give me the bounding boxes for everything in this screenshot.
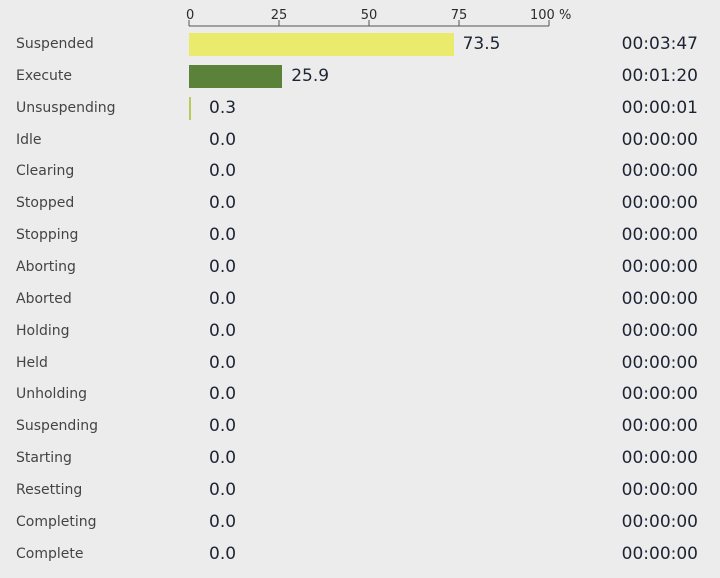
chart-row: Aborting 0.0 00:00:00 — [0, 253, 720, 285]
chart-row: Stopping 0.0 00:00:00 — [0, 221, 720, 253]
chart-row: Aborted 0.0 00:00:00 — [0, 285, 720, 317]
bar-value-label: 0.0 — [209, 161, 237, 182]
x-tick-label: 75 — [451, 8, 468, 23]
bar-value-label: 0.0 — [209, 320, 237, 341]
duration-label: 00:00:00 — [621, 193, 698, 214]
state-label: Unsuspending — [16, 99, 116, 116]
state-label: Execute — [16, 67, 72, 84]
state-label: Starting — [16, 450, 72, 467]
bar-value-label: 0.0 — [209, 129, 237, 150]
state-label: Suspended — [16, 36, 94, 52]
bar-value-label: 0.0 — [209, 416, 237, 437]
bar-value-label: 0.0 — [209, 479, 237, 500]
bar-value-label: 25.9 — [291, 65, 330, 86]
chart-row: Holding 0.0 00:00:00 — [0, 317, 720, 349]
state-label: Aborted — [16, 290, 72, 307]
duration-label: 00:00:00 — [621, 256, 698, 277]
state-label: Idle — [16, 131, 42, 148]
duration-label: 00:00:00 — [621, 129, 698, 150]
chart-row: Execute 25.9 00:01:20 — [0, 62, 720, 94]
bar-value-label: 0.0 — [209, 448, 237, 469]
duration-label: 00:03:47 — [621, 34, 698, 54]
percent-axis: 0 25 50 75 100 % — [186, 8, 571, 27]
bar-value-label: 0.0 — [209, 288, 237, 309]
state-label: Held — [16, 354, 48, 371]
chart-row: Held 0.0 00:00:00 — [0, 349, 720, 381]
chart-row: Suspending 0.0 00:00:00 — [0, 412, 720, 444]
bar-value-label: 73.5 — [462, 34, 501, 54]
state-label: Complete — [16, 545, 84, 562]
duration-label: 00:00:00 — [621, 288, 698, 309]
chart-row: Unsuspending 0.3 00:00:01 — [0, 94, 720, 126]
bar — [189, 96, 191, 120]
state-label: Resetting — [16, 481, 83, 498]
chart-row: Resetting 0.0 00:00:00 — [0, 476, 720, 508]
duration-label: 00:00:01 — [621, 97, 698, 118]
duration-label: 00:00:00 — [621, 320, 698, 341]
chart-row: Stopped 0.0 00:00:00 — [0, 189, 720, 221]
duration-label: 00:00:00 — [621, 225, 698, 246]
x-tick-label: 100 % — [530, 8, 571, 23]
duration-label: 00:00:00 — [621, 479, 698, 500]
bar-value-label: 0.0 — [209, 543, 237, 564]
state-label: Suspending — [16, 418, 98, 435]
bar-value-label: 0.0 — [209, 511, 237, 532]
duration-label: 00:00:00 — [621, 416, 698, 437]
bar-value-label: 0.0 — [209, 225, 237, 246]
chart-row: Idle 0.0 00:00:00 — [0, 126, 720, 158]
chart-row: Starting 0.0 00:00:00 — [0, 444, 720, 476]
x-tick-label: 0 — [186, 8, 194, 23]
duration-label: 00:00:00 — [621, 543, 698, 564]
chart-row: Suspended 73.5 00:03:47 — [0, 30, 720, 62]
x-tick-label: 25 — [271, 8, 288, 23]
chart-row: Complete 0.0 00:00:00 — [0, 540, 720, 572]
duration-label: 00:00:00 — [621, 511, 698, 532]
chart-row: Completing 0.0 00:00:00 — [0, 508, 720, 540]
bar-value-label: 0.0 — [209, 193, 237, 214]
bar-value-label: 0.0 — [209, 352, 237, 373]
state-label: Stopping — [16, 227, 79, 244]
duration-label: 00:00:00 — [621, 352, 698, 373]
state-label: Aborting — [16, 258, 76, 275]
bar-value-label: 0.0 — [209, 256, 237, 277]
chart-row: Clearing 0.0 00:00:00 — [0, 157, 720, 189]
bar-value-label: 0.0 — [209, 384, 237, 405]
state-label: Completing — [16, 513, 97, 530]
state-label: Holding — [16, 322, 70, 339]
bar — [189, 64, 283, 88]
state-label: Stopped — [16, 195, 75, 212]
state-label: Clearing — [16, 163, 75, 180]
bar — [189, 33, 454, 56]
duration-label: 00:00:00 — [621, 448, 698, 469]
duration-label: 00:01:20 — [621, 65, 698, 86]
chart-row: Unholding 0.0 00:00:00 — [0, 380, 720, 412]
x-tick-label: 50 — [361, 8, 378, 23]
duration-label: 00:00:00 — [621, 161, 698, 182]
duration-label: 00:00:00 — [621, 384, 698, 405]
state-label: Unholding — [16, 386, 87, 403]
bar-value-label: 0.3 — [209, 97, 237, 118]
